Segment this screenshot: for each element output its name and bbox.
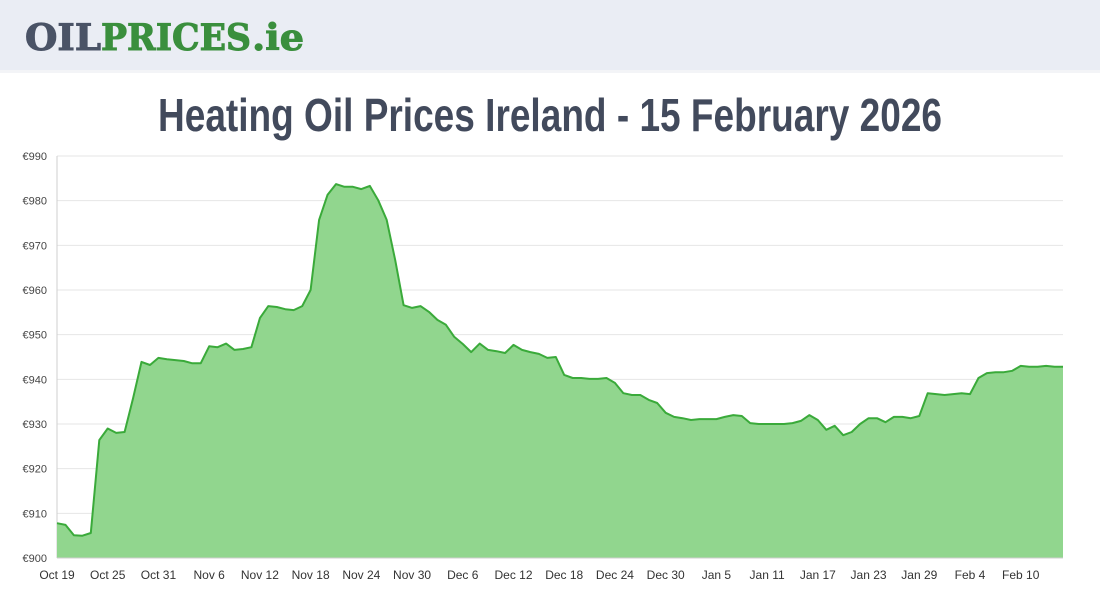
y-tick-label: €910 <box>23 508 47 520</box>
x-tick-label: Jan 29 <box>901 568 937 582</box>
y-tick-label: €930 <box>23 419 47 431</box>
y-tick-label: €940 <box>23 374 47 386</box>
x-tick-label: Dec 6 <box>447 568 479 582</box>
logo-oil[interactable]: OIL <box>25 17 102 60</box>
x-tick-label: Dec 18 <box>545 568 583 582</box>
x-tick-label: Dec 24 <box>596 568 634 582</box>
y-tick-label: €960 <box>23 285 47 297</box>
y-tick-label: €970 <box>23 240 47 252</box>
chart-title: Heating Oil Prices Ireland - 15 February… <box>158 89 942 141</box>
x-tick-label: Oct 19 <box>39 568 75 582</box>
x-tick-label: Feb 4 <box>955 568 986 582</box>
plot: €900 €910 €920 €930 €940 €950 €960 €970 €980 €990… <box>23 151 1063 582</box>
y-tick-label: €920 <box>23 464 47 476</box>
logo-prices[interactable]: PRICES <box>101 17 252 60</box>
y-tick-label: €950 <box>23 330 47 342</box>
y-tick-label: €900 <box>23 553 47 565</box>
x-tick-label: Jan 23 <box>851 568 887 582</box>
x-tick-label: Nov 6 <box>193 568 225 582</box>
y-tick-label: €980 <box>23 196 47 208</box>
x-tick-label: Nov 18 <box>292 568 330 582</box>
x-tick-label: Dec 30 <box>647 568 685 582</box>
x-tick-label: Nov 12 <box>241 568 279 582</box>
x-tick-label: Nov 30 <box>393 568 431 582</box>
area-fill <box>57 184 1063 558</box>
x-tick-label: Nov 24 <box>342 568 380 582</box>
y-tick-label: €990 <box>23 151 47 163</box>
x-tick-label: Oct 25 <box>90 568 126 582</box>
x-tick-label: Oct 31 <box>141 568 177 582</box>
logo-tld[interactable]: .ie <box>252 17 305 60</box>
x-tick-label: Dec 12 <box>494 568 532 582</box>
x-tick-label: Jan 5 <box>702 568 732 582</box>
x-tick-label: Jan 17 <box>800 568 836 582</box>
header-bar <box>0 0 1100 70</box>
x-tick-label: Jan 11 <box>750 568 785 582</box>
header-shadow <box>0 70 1100 73</box>
area-line <box>56 183 1063 537</box>
logo[interactable]: OIL PRICES .ie <box>25 17 305 60</box>
x-tick-label: Feb 10 <box>1002 568 1040 582</box>
